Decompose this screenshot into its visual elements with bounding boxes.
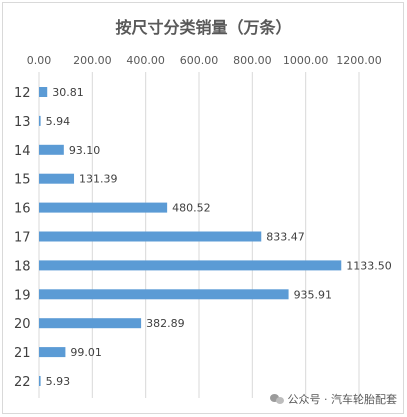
data-label: 1133.50 [346,259,392,272]
bar [39,376,41,386]
wechat-icon [269,393,284,405]
category-label: 21 [14,346,31,361]
x-tick-label: 0.00 [27,54,52,67]
bar [39,202,168,213]
category-label: 19 [14,288,31,303]
data-label: 5.94 [46,115,71,128]
category-label: 20 [14,317,31,332]
data-label: 99.01 [70,346,102,359]
data-label: 5.93 [46,375,70,388]
bar [39,87,48,97]
category-label: 13 [14,115,31,130]
category-label: 17 [14,231,31,246]
data-label: 480.52 [172,202,211,215]
category-label: 12 [14,86,31,101]
bar [39,260,342,271]
data-label: 935.91 [294,288,333,301]
bar [39,231,262,242]
x-tick-label: 600.00 [180,54,219,67]
chart-title: 按尺寸分类销量（万条） [115,18,292,37]
data-label: 30.81 [52,86,84,99]
category-label: 15 [14,173,31,188]
x-tick-label: 200.00 [73,54,112,67]
bar [39,115,41,126]
data-label: 93.10 [69,144,101,157]
bar [39,289,289,300]
watermark: 公众号 · 汽车轮胎配套 [269,391,398,407]
data-label: 382.89 [146,317,185,330]
category-label: 14 [14,144,31,159]
data-label: 131.39 [79,173,118,186]
watermark-text: 公众号 · 汽车轮胎配套 [287,393,398,406]
category-label: 16 [14,202,31,217]
bar [39,318,142,329]
x-tick-label: 1200.00 [336,54,382,67]
bar [39,144,64,155]
bar [39,347,66,358]
data-label: 833.47 [266,231,305,244]
x-tick-label: 1000.00 [283,54,329,67]
x-tick-label: 400.00 [126,54,165,67]
x-tick-label: 800.00 [233,54,272,67]
category-label: 18 [14,259,31,274]
bar [39,173,75,184]
category-label: 22 [14,375,31,390]
